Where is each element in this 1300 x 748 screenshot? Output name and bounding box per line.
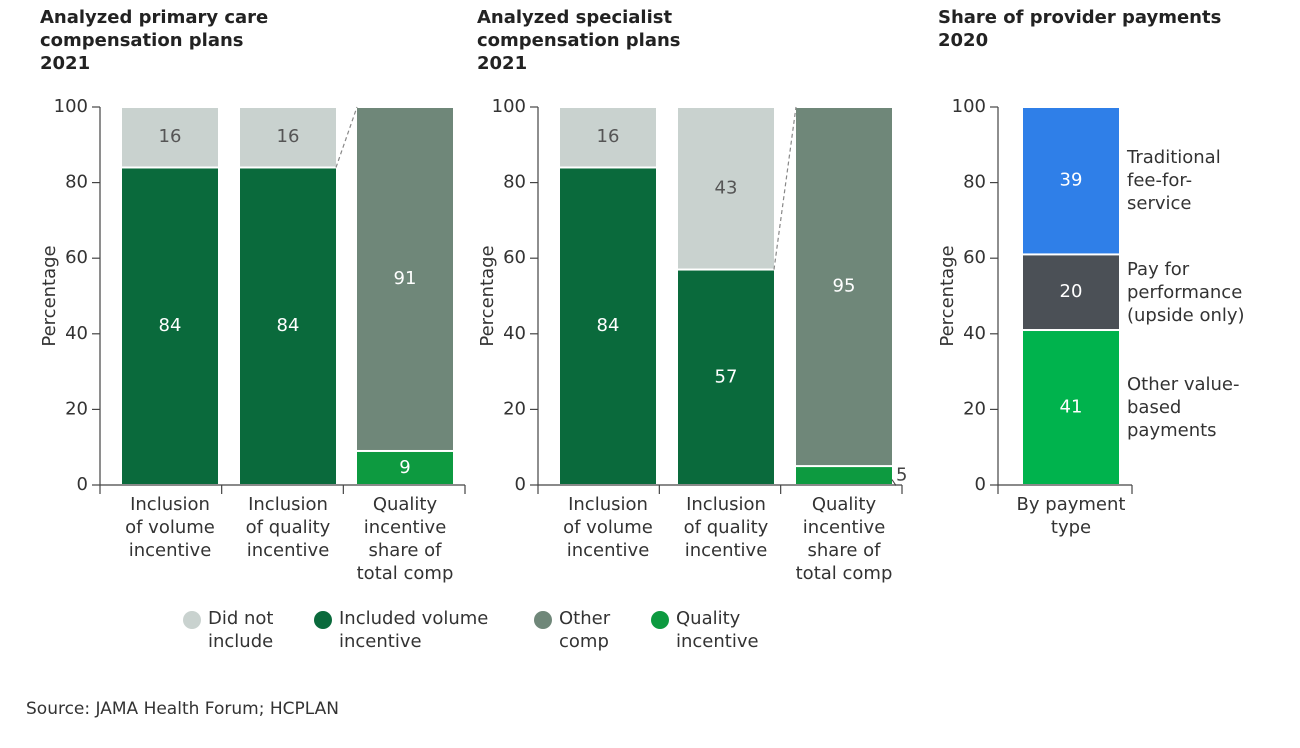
legend-swatch xyxy=(314,611,332,629)
y-tick-label: 20 xyxy=(963,398,986,419)
legend-swatch xyxy=(651,611,669,629)
bar-segment xyxy=(1023,108,1119,254)
data-label: 16 xyxy=(597,126,620,147)
bar-segment xyxy=(240,168,336,485)
data-label: 9 xyxy=(399,457,410,478)
legend-swatch xyxy=(534,611,552,629)
data-label: 95 xyxy=(833,276,856,297)
bar-segment xyxy=(1023,255,1119,330)
x-tick-label: By payment type xyxy=(1016,494,1126,538)
bar-segment xyxy=(1023,331,1119,484)
y-tick-label: 60 xyxy=(65,247,88,268)
connector xyxy=(335,106,358,168)
y-axis-label: Percentage xyxy=(937,245,958,346)
y-tick-label: 20 xyxy=(503,398,526,419)
y-tick-label: 0 xyxy=(515,474,526,495)
chart-subtitle: 2021 xyxy=(40,53,91,74)
y-tick-label: 0 xyxy=(77,474,88,495)
legend-label: Did not include xyxy=(208,608,274,652)
bar-segment xyxy=(357,108,453,450)
chart-title: Share of provider payments xyxy=(938,7,1222,28)
y-tick-label: 0 xyxy=(975,474,986,495)
bar-segment xyxy=(796,467,892,484)
x-tick-label: Inclusion of quality incentive xyxy=(683,494,769,561)
chart-title: Analyzed specialist compensation plans xyxy=(477,7,681,51)
data-label: 20 xyxy=(1060,281,1083,302)
chart-subtitle: 2020 xyxy=(938,30,989,51)
y-tick-label: 40 xyxy=(963,323,986,344)
data-label: 57 xyxy=(715,366,738,387)
x-tick-label: Inclusion of quality incentive xyxy=(245,494,331,561)
data-label: 84 xyxy=(159,315,182,336)
legend-label: Pay for performance (upside only) xyxy=(1127,258,1245,326)
y-tick-label: 80 xyxy=(65,172,88,193)
y-axis-label: Percentage xyxy=(477,245,498,346)
data-label: 39 xyxy=(1060,170,1083,191)
y-tick-label: 80 xyxy=(503,172,526,193)
data-label: 84 xyxy=(597,315,620,336)
bar-segment xyxy=(678,108,774,269)
y-tick-label: 40 xyxy=(65,323,88,344)
bar-segment xyxy=(357,451,453,484)
legend-label: Traditional fee-for-service xyxy=(1127,147,1221,215)
legend-label: Included volume incentive xyxy=(339,608,489,652)
data-label: 41 xyxy=(1060,397,1083,418)
bar-segment xyxy=(122,168,218,485)
y-tick-label: 100 xyxy=(492,96,526,117)
y-axis-label: Percentage xyxy=(39,245,60,346)
y-tick-label: 80 xyxy=(963,172,986,193)
x-tick-label: Inclusion of volume incentive xyxy=(125,494,215,561)
source: Source: JAMA Health Forum; HCPLAN xyxy=(26,699,339,719)
bar-segment xyxy=(560,168,656,485)
y-tick-label: 40 xyxy=(503,323,526,344)
chart-subtitle: 2021 xyxy=(477,53,528,74)
data-label: 91 xyxy=(394,268,417,289)
x-tick-label: Quality incentive share of total comp xyxy=(356,494,454,584)
bar-segment xyxy=(678,270,774,484)
legend-label: Quality incentive xyxy=(676,608,759,652)
data-label: 16 xyxy=(277,126,300,147)
bar-segment xyxy=(240,108,336,167)
y-tick-label: 20 xyxy=(65,398,88,419)
legend-label: Other value-based payments xyxy=(1127,374,1240,441)
y-tick-label: 100 xyxy=(952,96,986,117)
x-tick-label: Inclusion of volume incentive xyxy=(563,494,653,561)
data-label: 5 xyxy=(896,465,907,486)
data-label: 84 xyxy=(277,315,300,336)
x-tick-label: Quality incentive share of total comp xyxy=(795,494,893,584)
label-leader xyxy=(891,479,897,486)
connector xyxy=(773,106,797,270)
y-tick-label: 100 xyxy=(54,96,88,117)
data-label: 43 xyxy=(715,177,738,198)
bar-segment xyxy=(560,108,656,167)
data-label: 16 xyxy=(159,126,182,147)
bar-segment xyxy=(796,108,892,466)
legend-label: Other comp xyxy=(559,608,611,652)
y-tick-label: 60 xyxy=(503,247,526,268)
legend-swatch xyxy=(183,611,201,629)
y-tick-label: 60 xyxy=(963,247,986,268)
chart-title: Analyzed primary care compensation plans xyxy=(40,7,269,51)
bar-segment xyxy=(122,108,218,167)
